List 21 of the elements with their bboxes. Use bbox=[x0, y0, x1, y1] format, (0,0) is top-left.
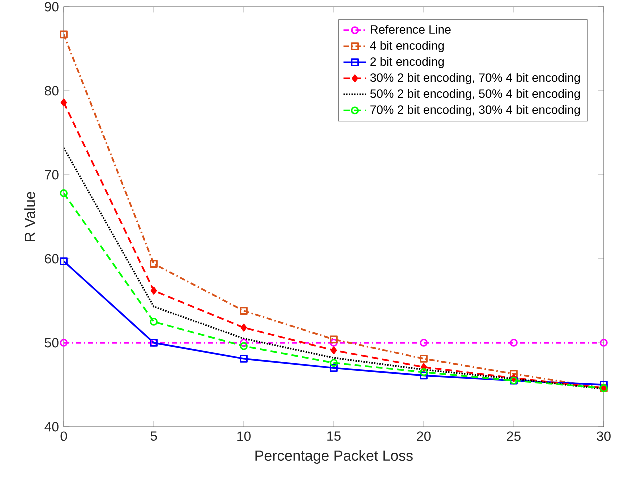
x-tick-label: 20 bbox=[417, 432, 431, 442]
y-tick-label: 60 bbox=[45, 254, 59, 264]
legend-label: 50% 2 bit encoding, 50% 4 bit encoding bbox=[370, 89, 580, 100]
x-tick-label: 0 bbox=[60, 432, 68, 442]
x-tick-label: 15 bbox=[328, 432, 341, 441]
legend-label: 30% 2 bit encoding, 70% 4 bit encoding bbox=[370, 73, 580, 84]
legend-label: 70% 2 bit encoding, 30% 4 bit encoding bbox=[370, 105, 580, 117]
x-axis-title: Percentage Packet Loss bbox=[256, 450, 413, 464]
y-tick-label: 50 bbox=[45, 338, 59, 348]
y-tick-label: 70 bbox=[45, 170, 59, 180]
x-tick-label: 10 bbox=[238, 432, 251, 442]
legend-label: 4 bit encoding bbox=[370, 41, 444, 52]
y-tick-label: 90 bbox=[45, 2, 59, 12]
y-axis-title: R Value bbox=[24, 192, 36, 242]
legend-label: Reference Line bbox=[371, 25, 451, 34]
x-tick-label: 5 bbox=[150, 432, 158, 441]
x-tick-label: 25 bbox=[507, 432, 521, 442]
y-tick-label: 80 bbox=[45, 86, 59, 96]
legend-label: 2 bit encoding bbox=[370, 57, 444, 68]
x-tick-label: 30 bbox=[597, 432, 611, 442]
y-tick-label: 40 bbox=[44, 422, 59, 432]
